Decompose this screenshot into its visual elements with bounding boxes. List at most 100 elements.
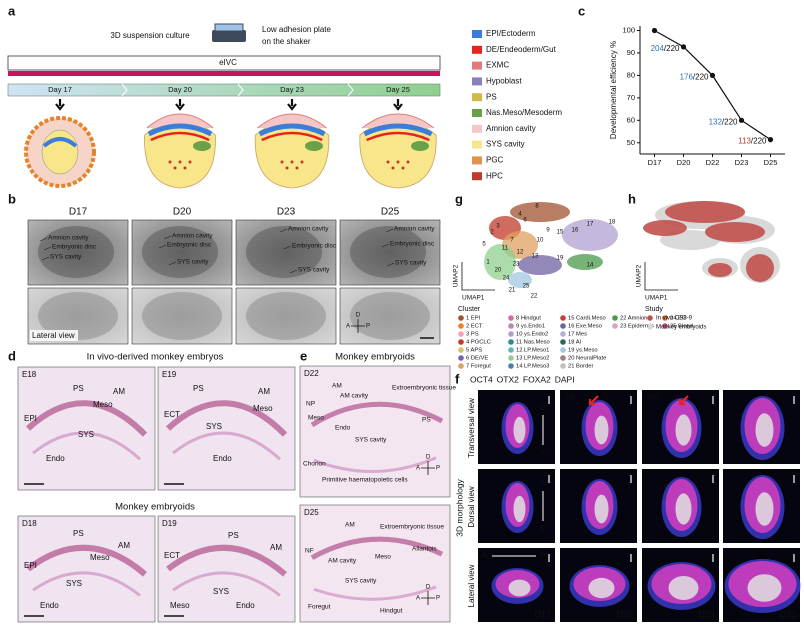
panel-letter: h — [628, 191, 636, 206]
legend-dot — [458, 331, 464, 337]
point — [738, 117, 745, 123]
legend-label: Amnion cavity — [486, 124, 536, 133]
stain-label: DAPI — [555, 374, 575, 384]
legend-title: Cluster — [458, 306, 481, 313]
day-label: Day 17 — [48, 85, 72, 94]
arrow — [175, 99, 185, 111]
annotation: PS — [73, 529, 84, 538]
legend-label: 13 LP.Meso2 — [516, 356, 549, 362]
pointer — [385, 228, 394, 233]
row-label: Dorsal view — [467, 486, 476, 528]
annotation: NP — [306, 401, 315, 408]
embryo — [295, 166, 299, 170]
histology-image — [299, 365, 451, 498]
umap-cloud — [484, 244, 516, 280]
timeline-chevron — [237, 83, 244, 97]
annotation: PS — [228, 531, 239, 540]
annotation: Hindgut — [380, 608, 403, 615]
legend-swatch — [472, 172, 482, 181]
annotation: Extroembryonic tissue — [392, 385, 456, 392]
marker-label: NP — [566, 393, 577, 402]
culture-label: 3D suspension culture — [110, 31, 190, 40]
embryo — [280, 160, 284, 164]
y-tick-label: 80 — [627, 70, 635, 79]
annotation: SYS — [66, 579, 82, 588]
y-tick-label: 60 — [627, 115, 635, 124]
pointer — [43, 246, 52, 251]
annotation: AM — [113, 387, 125, 396]
annotation: SYS cavity — [177, 259, 209, 266]
legend-label: 2 ECT — [466, 324, 483, 330]
embryoid — [246, 226, 322, 278]
embryo — [147, 123, 213, 137]
legend-dot — [560, 339, 566, 345]
legend-label: 11 Nas.Meso — [516, 340, 550, 346]
signal — [675, 414, 692, 446]
cluster-number: 13 — [532, 254, 539, 260]
cluster-number: 1 — [486, 260, 490, 266]
annotation: Meso — [253, 404, 273, 413]
axis-label: D — [540, 403, 546, 412]
annotation: SYS cavity — [298, 267, 330, 274]
legend-swatch — [472, 77, 482, 86]
plate-label: Low adhesion plate — [262, 25, 331, 34]
tissue — [310, 401, 444, 428]
annotation: Endo — [213, 454, 232, 463]
embryoid — [38, 226, 114, 278]
point — [680, 44, 687, 50]
embryo — [290, 160, 294, 164]
compass-label: P — [436, 596, 440, 602]
cluster-number: 21 — [509, 288, 516, 294]
compass-label: A — [416, 596, 420, 602]
annotation: SYS cavity — [395, 260, 427, 267]
data-label: 113/220 — [738, 137, 767, 146]
compass-label: A — [346, 324, 350, 330]
legend-label: 21 Border — [568, 364, 594, 370]
day-label: D17 — [534, 609, 551, 619]
panel-letter: c — [578, 3, 585, 18]
day-label: D20 — [616, 609, 633, 619]
legend-dot — [458, 315, 464, 321]
legend-label: Hypoblast — [486, 77, 522, 86]
legend-label: 5 APS — [466, 348, 482, 354]
annotation: Chorion — [303, 461, 326, 468]
cluster-number: 25 — [523, 284, 530, 290]
panel-letter: f — [455, 371, 460, 386]
cluster-number: 5 — [482, 242, 486, 248]
compass-label: D — [356, 313, 361, 319]
embryo — [366, 131, 430, 142]
row-label: Transversal view — [467, 398, 476, 458]
legend-label: 18 Al — [568, 340, 581, 346]
embryo — [391, 166, 395, 170]
compass-label: A — [416, 466, 420, 472]
section-header: In vivo-derived monkey embryos — [87, 352, 224, 363]
day-label: Day 20 — [168, 85, 192, 94]
cluster-number: 18 — [609, 220, 616, 226]
pointer — [163, 235, 172, 240]
cluster-number: 23 — [513, 262, 520, 268]
day-label: Day 25 — [386, 85, 410, 94]
annotation: Meso — [93, 400, 113, 409]
panel-letter: e — [300, 348, 307, 363]
signal — [513, 495, 526, 523]
data-label: 204/220 — [651, 44, 680, 53]
legend-label: 10 ys.Endo2 — [516, 332, 548, 338]
axis-label: P — [540, 551, 545, 560]
plate-label: on the shaker — [262, 37, 311, 46]
shaker-icon — [212, 30, 246, 42]
cluster-number: 15 — [557, 230, 564, 236]
embryo — [401, 166, 405, 170]
tissue — [313, 456, 437, 473]
tissue — [26, 544, 147, 577]
embryo — [146, 113, 214, 129]
annotation: Meso — [170, 601, 190, 610]
tissue — [25, 400, 148, 437]
compass — [421, 461, 435, 475]
stain-label: FOXA2 — [523, 374, 551, 384]
day-label: D25 — [779, 609, 796, 619]
legend-dot — [458, 339, 464, 345]
annotation: Endo — [236, 601, 255, 610]
annotation: AM cavity — [328, 558, 357, 565]
arrow — [287, 99, 297, 111]
legend-label: In vivo CS8-9 — [656, 316, 693, 322]
